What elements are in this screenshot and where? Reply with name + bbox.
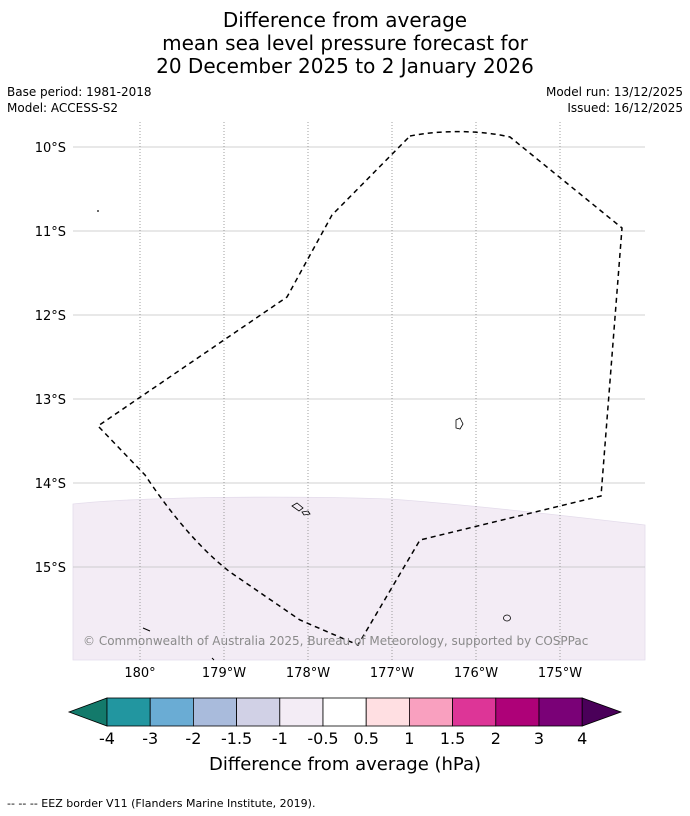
- island-cluster-west-small: [301, 510, 311, 516]
- lat-label: 10°S: [35, 141, 66, 156]
- lat-label: 14°S: [35, 477, 66, 492]
- island-north: [455, 417, 464, 430]
- colorbar-tick-label: 3: [534, 729, 544, 748]
- colorbar-segment: [236, 697, 281, 727]
- lon-label: 176°W: [454, 666, 498, 681]
- colorbar-segment: [452, 697, 497, 727]
- lon-label: 178°W: [286, 666, 330, 681]
- title-line-2: mean sea level pressure forecast for: [162, 31, 528, 55]
- island-bottom: [211, 657, 215, 661]
- island-south-west: [142, 627, 151, 632]
- colorbar-segment: [538, 697, 583, 727]
- colorbar-segment: [322, 697, 367, 727]
- colorbar-extend-low: [67, 697, 108, 727]
- latitude-labels: 10°S 11°S 12°S 13°S 14°S 15°S: [35, 141, 66, 576]
- colorbar-tick-label: -4: [99, 729, 115, 748]
- colorbar-segment: [365, 697, 410, 727]
- island-south-east: [503, 614, 511, 622]
- colorbar-segment: [192, 697, 237, 727]
- colorbar-segment: [149, 697, 194, 727]
- model-run: Model run: 13/12/2025: [545, 85, 683, 99]
- colorbar: [67, 697, 623, 727]
- colorbar-extend-high: [581, 697, 623, 727]
- eez-border: [96, 130, 623, 646]
- lon-label: 175°W: [538, 666, 582, 681]
- islet-dot: [97, 210, 99, 212]
- colorbar-tick-label: -3: [142, 729, 158, 748]
- eez-legend: -- -- -- EEZ border V11 (Flanders Marine…: [7, 797, 316, 810]
- colorbar-tick-label: -1.5: [221, 729, 252, 748]
- lon-label: 177°W: [370, 666, 414, 681]
- copyright-notice: © Commonwealth of Australia 2025, Bureau…: [83, 634, 588, 648]
- colorbar-tick-label: 4: [577, 729, 587, 748]
- colorbar-tick-label: 0.5: [353, 729, 378, 748]
- lat-label: 12°S: [35, 309, 66, 324]
- colorbar-segment: [279, 697, 324, 727]
- colorbar-segment: [106, 697, 151, 727]
- lat-label: 11°S: [35, 225, 66, 240]
- issued-date: Issued: 16/12/2025: [567, 101, 683, 115]
- colorbar-tick-label: -0.5: [307, 729, 338, 748]
- colorbar-label: Difference from average (hPa): [209, 754, 481, 775]
- latitude-gridlines: [73, 146, 645, 568]
- title-line-3: 20 December 2025 to 2 January 2026: [156, 54, 534, 78]
- colorbar-tick-label: 2: [491, 729, 501, 748]
- colorbar-tick-label: -2: [185, 729, 201, 748]
- colorbar-tick-label: -1: [272, 729, 288, 748]
- title-line-1: Difference from average: [222, 8, 468, 32]
- island-cluster-west: [291, 502, 304, 512]
- lon-label: 179°W: [202, 666, 246, 681]
- colorbar-segment: [495, 697, 540, 727]
- colorbar-segment: [408, 697, 453, 727]
- anomaly-region: [72, 496, 646, 661]
- colorbar-tick-label: 1: [404, 729, 414, 748]
- model-name: Model: ACCESS-S2: [7, 101, 119, 115]
- lat-label: 13°S: [35, 393, 66, 408]
- lat-label: 15°S: [35, 561, 66, 576]
- base-period: Base period: 1981-2018: [7, 85, 152, 99]
- colorbar-ticks: -4 -3 -2 -1.5 -1 -0.5 0.5 1 1.5 2 3 4: [99, 729, 587, 748]
- colorbar-tick-label: 1.5: [440, 729, 465, 748]
- longitude-labels: 180° 179°W 178°W 177°W 176°W 175°W: [124, 666, 582, 681]
- lon-label: 180°: [124, 666, 155, 681]
